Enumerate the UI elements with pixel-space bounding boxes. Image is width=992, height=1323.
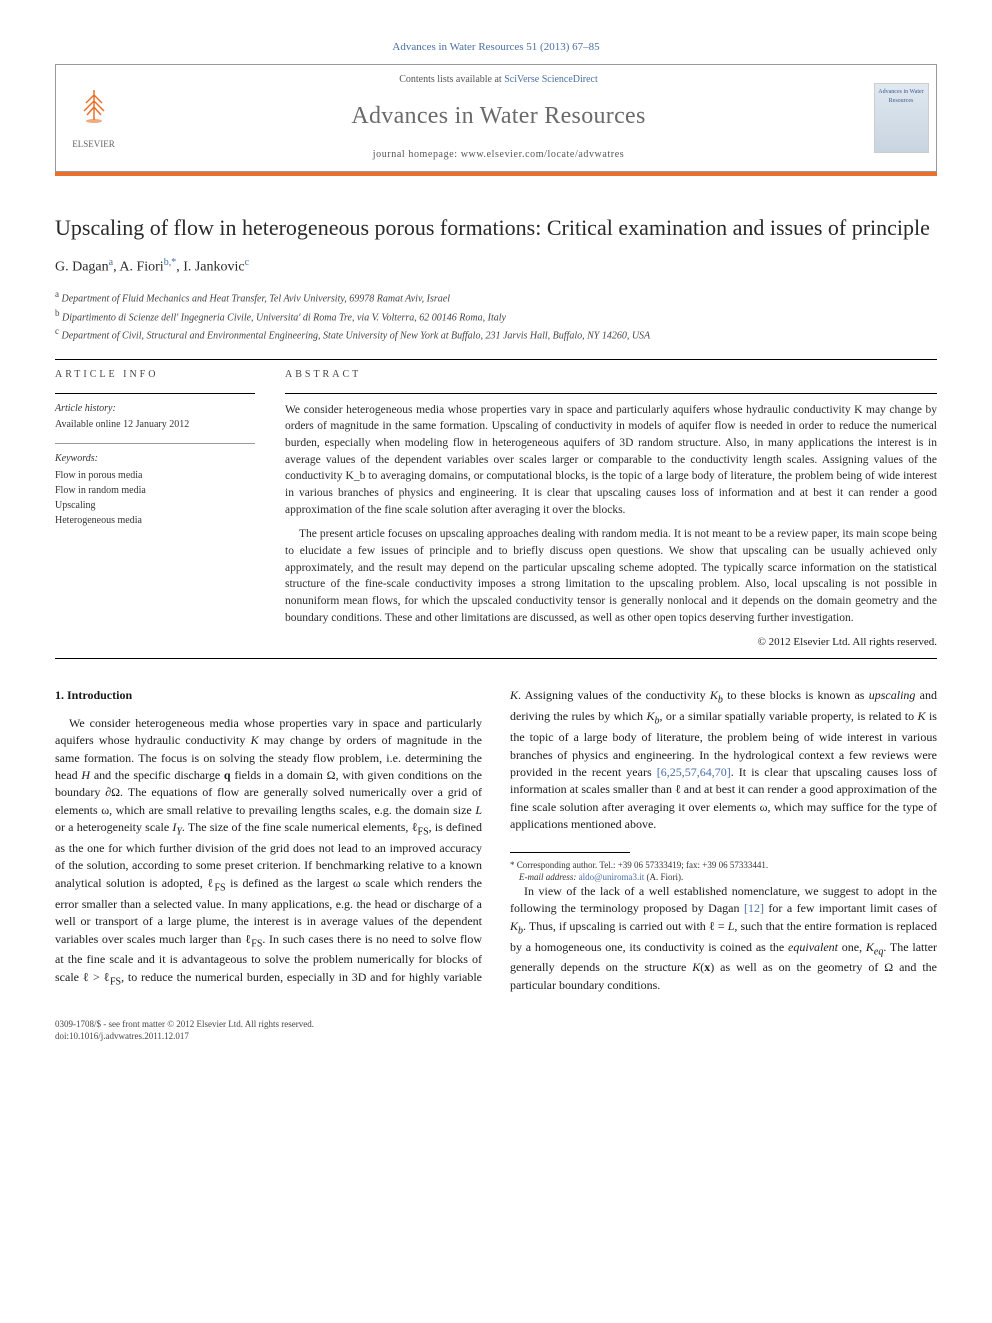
introduction-heading: 1. Introduction bbox=[55, 687, 482, 704]
info-abstract-row: ARTICLE INFO Article history: Available … bbox=[55, 368, 937, 650]
author-list: G. Dagana, A. Fiorib,*, I. Jankovicc bbox=[55, 256, 937, 278]
journal-name: Advances in Water Resources bbox=[141, 99, 856, 134]
affil-marker: b,* bbox=[164, 257, 177, 268]
affiliation-row: c Department of Civil, Structural and En… bbox=[55, 325, 937, 343]
issn-line: 0309-1708/$ - see front matter © 2012 El… bbox=[55, 1018, 937, 1030]
article-info-column: ARTICLE INFO Article history: Available … bbox=[55, 368, 255, 650]
divider bbox=[55, 359, 937, 360]
affiliations-block: a Department of Fluid Mechanics and Heat… bbox=[55, 288, 937, 343]
footnote-separator bbox=[510, 852, 630, 853]
contents-available-line: Contents lists available at SciVerse Sci… bbox=[141, 73, 856, 88]
article-info-header: ARTICLE INFO bbox=[55, 368, 255, 383]
abstract-text: We consider heterogeneous media whose pr… bbox=[285, 402, 937, 627]
divider bbox=[55, 443, 255, 444]
elsevier-tree-icon bbox=[74, 85, 114, 136]
keywords-label: Keywords: bbox=[55, 452, 255, 467]
homepage-line: journal homepage: www.elsevier.com/locat… bbox=[141, 148, 856, 163]
affil-marker: c bbox=[245, 257, 249, 268]
homepage-prefix: journal homepage: bbox=[373, 149, 461, 160]
article-title: Upscaling of flow in heterogeneous porou… bbox=[55, 214, 937, 243]
journal-cover-thumbnail: Advances in Water Resources bbox=[866, 65, 936, 171]
doi-line: doi:10.1016/j.advwatres.2011.12.017 bbox=[55, 1030, 937, 1042]
orange-divider-bar bbox=[55, 172, 937, 176]
main-body-columns: 1. Introduction We consider heterogeneou… bbox=[55, 687, 937, 994]
keyword: Upscaling bbox=[55, 498, 255, 513]
divider bbox=[55, 393, 255, 394]
abstract-header: ABSTRACT bbox=[285, 368, 937, 383]
divider bbox=[55, 658, 937, 659]
email-footnote: E-mail address: aldo@uniroma3.it (A. Fio… bbox=[510, 871, 937, 883]
keywords-list: Flow in porous media Flow in random medi… bbox=[55, 468, 255, 528]
affil-marker: a bbox=[109, 257, 113, 268]
homepage-url[interactable]: www.elsevier.com/locate/advwatres bbox=[461, 149, 625, 160]
abstract-column: ABSTRACT We consider heterogeneous media… bbox=[285, 368, 937, 650]
history-value: Available online 12 January 2012 bbox=[55, 418, 255, 433]
citation-link[interactable]: [6,25,57,64,70] bbox=[657, 765, 731, 779]
elsevier-label: ELSEVIER bbox=[72, 138, 115, 151]
affiliation-row: a Department of Fluid Mechanics and Heat… bbox=[55, 288, 937, 306]
keyword: Heterogeneous media bbox=[55, 513, 255, 528]
journal-citation: Advances in Water Resources 51 (2013) 67… bbox=[55, 40, 937, 56]
citation-link[interactable]: [12] bbox=[744, 901, 764, 915]
journal-header-box: ELSEVIER Contents lists available at Sci… bbox=[55, 64, 937, 172]
body-paragraph: In view of the lack of a well establishe… bbox=[510, 883, 937, 994]
sciencedirect-link[interactable]: SciVerse ScienceDirect bbox=[504, 74, 598, 85]
keyword: Flow in random media bbox=[55, 483, 255, 498]
affiliation-row: b Dipartimento di Scienze dell' Ingegner… bbox=[55, 307, 937, 325]
header-center: Contents lists available at SciVerse Sci… bbox=[131, 65, 866, 171]
page-container: Advances in Water Resources 51 (2013) 67… bbox=[0, 0, 992, 1072]
divider bbox=[285, 393, 937, 394]
elsevier-logo: ELSEVIER bbox=[56, 65, 131, 171]
copyright-line: © 2012 Elsevier Ltd. All rights reserved… bbox=[285, 635, 937, 651]
abstract-paragraph: The present article focuses on upscaling… bbox=[285, 526, 937, 626]
bottom-metadata: 0309-1708/$ - see front matter © 2012 El… bbox=[55, 1018, 937, 1042]
corresponding-author-footnote: * Corresponding author. Tel.: +39 06 573… bbox=[510, 859, 937, 871]
email-link[interactable]: aldo@uniroma3.it bbox=[579, 872, 645, 882]
keyword: Flow in porous media bbox=[55, 468, 255, 483]
contents-prefix: Contents lists available at bbox=[399, 74, 504, 85]
cover-image: Advances in Water Resources bbox=[874, 83, 929, 153]
history-label: Article history: bbox=[55, 402, 255, 417]
abstract-paragraph: We consider heterogeneous media whose pr… bbox=[285, 402, 937, 519]
